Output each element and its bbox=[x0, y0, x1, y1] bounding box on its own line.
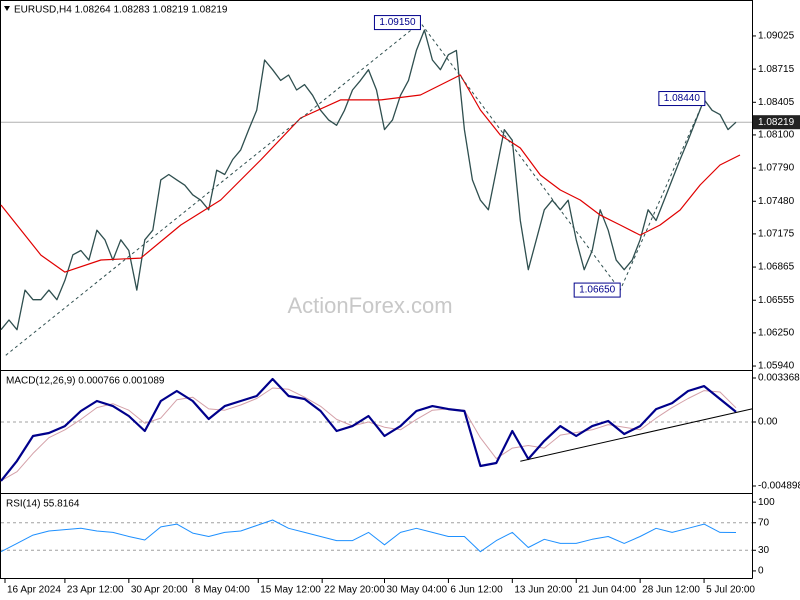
series-line bbox=[0, 377, 737, 482]
series-line bbox=[0, 519, 737, 553]
x-tick-label: 30 Apr 20:00 bbox=[131, 585, 188, 596]
extreme-label-box bbox=[573, 282, 621, 298]
y-tick-label: 1.07175 bbox=[758, 229, 795, 240]
x-tick-label: 6 Jun 12:00 bbox=[450, 585, 503, 596]
x-tick-label: 5 Jul 20:00 bbox=[706, 585, 755, 596]
extreme-label-box bbox=[658, 91, 706, 107]
trendline bbox=[520, 408, 753, 462]
x-tick-label: 16 Apr 2024 bbox=[7, 585, 61, 596]
y-tick-label: 1.06250 bbox=[758, 328, 795, 339]
y-tick-label: 1.06555 bbox=[758, 295, 795, 306]
watermark: ActionForex.com bbox=[287, 293, 452, 318]
y-tick-label: 1.08405 bbox=[758, 97, 795, 108]
extreme-label: 1.08440 bbox=[664, 93, 701, 104]
y-tick-label: 0.00 bbox=[758, 417, 778, 428]
y-tick-label: 1.06865 bbox=[758, 262, 795, 273]
last-price-box bbox=[753, 115, 800, 130]
y-tick-label: 1.07480 bbox=[758, 196, 795, 207]
x-tick-label: 21 Jun 04:00 bbox=[578, 585, 636, 596]
x-tick-label: 13 Jun 20:00 bbox=[514, 585, 572, 596]
series-line bbox=[0, 74, 741, 273]
y-tick-label: 1.08715 bbox=[758, 64, 795, 75]
y-tick-label: 100 bbox=[758, 497, 775, 508]
zigzag-line bbox=[5, 21, 706, 356]
series-line bbox=[0, 29, 737, 331]
panel-title: MACD(12,26,9) 0.000766 0.001089 bbox=[6, 376, 165, 387]
symbol-icon bbox=[4, 6, 10, 11]
x-tick-label: 22 May 20:00 bbox=[324, 585, 385, 596]
y-tick-label: 1.09025 bbox=[758, 31, 795, 42]
y-tick-label: 1.05940 bbox=[758, 361, 795, 372]
y-tick-label: 0.003368 bbox=[758, 373, 800, 384]
y-tick-label: -0.004898 bbox=[758, 481, 800, 492]
x-tick-label: 15 May 12:00 bbox=[260, 585, 321, 596]
y-tick-label: 1.07790 bbox=[758, 163, 795, 174]
extreme-label: 1.09150 bbox=[379, 17, 416, 28]
y-tick-label: 0 bbox=[758, 566, 764, 577]
x-tick-label: 23 Apr 12:00 bbox=[67, 585, 124, 596]
extreme-label-box bbox=[373, 15, 421, 31]
extreme-label: 1.06650 bbox=[579, 285, 616, 296]
x-tick-label: 30 May 04:00 bbox=[386, 585, 447, 596]
panel-title: RSI(14) 55.8164 bbox=[6, 499, 80, 510]
panel-title: EURUSD,H4 1.08264 1.08283 1.08219 1.0821… bbox=[14, 5, 228, 16]
last-price-label: 1.08219 bbox=[758, 117, 795, 128]
y-tick-label: 30 bbox=[758, 545, 770, 556]
x-tick-label: 8 May 04:00 bbox=[195, 585, 250, 596]
y-tick-label: 70 bbox=[758, 517, 770, 528]
x-tick-label: 28 Jun 12:00 bbox=[642, 585, 700, 596]
y-tick-label: 1.08100 bbox=[758, 130, 795, 141]
